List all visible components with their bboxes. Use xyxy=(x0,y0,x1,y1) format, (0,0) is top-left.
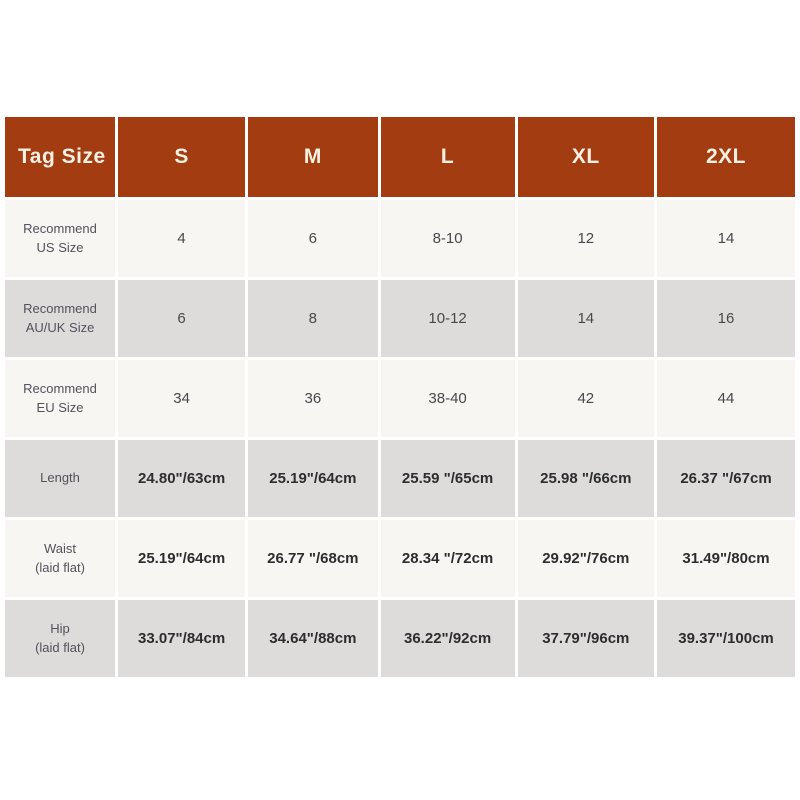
header-cell-s: S xyxy=(118,117,246,197)
table-row-auuk-size: Recommend AU/UK Size 6 8 10-12 14 16 xyxy=(5,280,795,357)
auuk-size-cell-s: 6 xyxy=(118,280,246,357)
waist-cell-2xl: 31.49"/80cm xyxy=(657,520,795,597)
eu-size-cell-s: 34 xyxy=(118,360,246,437)
header-cell-tag-size: Tag Size xyxy=(5,117,116,197)
length-cell-l: 25.59 "/65cm xyxy=(380,440,515,517)
waist-cell-xl: 29.92"/76cm xyxy=(517,520,655,597)
header-cell-l: L xyxy=(380,117,515,197)
table-row-waist: Waist (laid flat) 25.19"/64cm 26.77 "/68… xyxy=(5,520,795,597)
table-row-eu-size: Recommend EU Size 34 36 38-40 42 44 xyxy=(5,360,795,437)
waist-cell-m: 26.77 "/68cm xyxy=(248,520,378,597)
row-label-auuk-size: Recommend AU/UK Size xyxy=(5,280,116,357)
us-size-cell-xl: 12 xyxy=(517,200,655,277)
hip-cell-m: 34.64"/88cm xyxy=(248,600,378,677)
hip-cell-l: 36.22"/92cm xyxy=(380,600,515,677)
waist-cell-s: 25.19"/64cm xyxy=(118,520,246,597)
header-cell-2xl: 2XL xyxy=(657,117,795,197)
row-label-eu-size: Recommend EU Size xyxy=(5,360,116,437)
us-size-cell-2xl: 14 xyxy=(657,200,795,277)
auuk-size-cell-l: 10-12 xyxy=(380,280,515,357)
eu-size-cell-m: 36 xyxy=(248,360,378,437)
eu-size-cell-l: 38-40 xyxy=(380,360,515,437)
table-row-hip: Hip (laid flat) 33.07"/84cm 34.64"/88cm … xyxy=(5,600,795,677)
us-size-cell-m: 6 xyxy=(248,200,378,277)
hip-cell-xl: 37.79"/96cm xyxy=(517,600,655,677)
row-label-length: Length xyxy=(5,440,116,517)
size-chart-table: Tag Size S M L XL 2XL Recommend US Size … xyxy=(2,114,798,680)
auuk-size-cell-m: 8 xyxy=(248,280,378,357)
eu-size-cell-xl: 42 xyxy=(517,360,655,437)
eu-size-cell-2xl: 44 xyxy=(657,360,795,437)
row-label-us-size: Recommend US Size xyxy=(5,200,116,277)
length-cell-s: 24.80"/63cm xyxy=(118,440,246,517)
header-cell-xl: XL xyxy=(517,117,655,197)
auuk-size-cell-xl: 14 xyxy=(517,280,655,357)
length-cell-2xl: 26.37 "/67cm xyxy=(657,440,795,517)
hip-cell-2xl: 39.37"/100cm xyxy=(657,600,795,677)
hip-cell-s: 33.07"/84cm xyxy=(118,600,246,677)
length-cell-xl: 25.98 "/66cm xyxy=(517,440,655,517)
waist-cell-l: 28.34 "/72cm xyxy=(380,520,515,597)
table-row-length: Length 24.80"/63cm 25.19"/64cm 25.59 "/6… xyxy=(5,440,795,517)
header-cell-m: M xyxy=(248,117,378,197)
table-row-us-size: Recommend US Size 4 6 8-10 12 14 xyxy=(5,200,795,277)
length-cell-m: 25.19"/64cm xyxy=(248,440,378,517)
row-label-hip: Hip (laid flat) xyxy=(5,600,116,677)
row-label-waist: Waist (laid flat) xyxy=(5,520,116,597)
header-row: Tag Size S M L XL 2XL xyxy=(5,117,795,197)
us-size-cell-s: 4 xyxy=(118,200,246,277)
us-size-cell-l: 8-10 xyxy=(380,200,515,277)
auuk-size-cell-2xl: 16 xyxy=(657,280,795,357)
